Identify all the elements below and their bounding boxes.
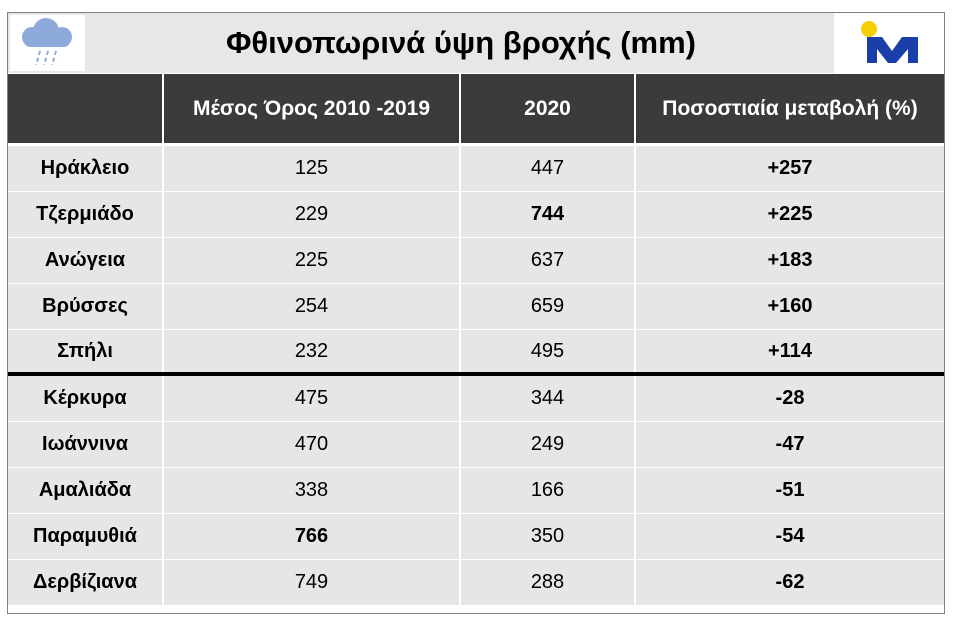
table-row: Αμαλιάδα 338 166 -51	[8, 467, 944, 514]
table-row: Ιωάννινα 470 249 -47	[8, 421, 944, 468]
station-name: Δερβίζιανα	[8, 559, 164, 606]
table-cell: +225	[634, 191, 944, 238]
rain-cloud	[22, 18, 72, 66]
table-row: Ηράκλειο 125 447 +257	[8, 143, 944, 192]
table-cell: 254	[162, 283, 461, 330]
frame: Φθινοπωρινά ύψη βροχής (mm) Μέσος Όρος 2…	[7, 12, 945, 614]
column-header: Ποσοστιαία μεταβολή (%)	[634, 74, 944, 145]
table-cell: +183	[634, 237, 944, 284]
table-cell: 475	[162, 373, 461, 422]
table-cell: 659	[459, 283, 636, 330]
table-cell: -62	[634, 559, 944, 606]
station-name: Ανώγεια	[8, 237, 164, 284]
title-bar: Φθινοπωρινά ύψη βροχής (mm)	[8, 13, 944, 73]
table-cell: 749	[162, 559, 461, 606]
station-name: Βρύσσες	[8, 283, 164, 330]
logo	[834, 13, 944, 73]
table-cell: 225	[162, 237, 461, 284]
table-cell: 744	[459, 191, 636, 238]
station-name: Ιωάννινα	[8, 421, 164, 468]
table-cell: -28	[634, 373, 944, 422]
table-cell: -47	[634, 421, 944, 468]
corner-cell	[8, 74, 163, 145]
table-cell: 447	[459, 143, 636, 192]
table-row: Ανώγεια 225 637 +183	[8, 237, 944, 284]
table-cell: 637	[459, 237, 636, 284]
table-cell: +257	[634, 143, 944, 192]
table-row: Δερβίζιανα 749 288 -62	[8, 559, 944, 606]
station-name: Σπήλι	[8, 329, 164, 376]
column-header: 2020	[459, 74, 635, 145]
table-cell: 232	[162, 329, 461, 376]
table-cell: 288	[459, 559, 636, 606]
table-cell: 344	[459, 373, 636, 422]
logo-mark	[861, 21, 918, 63]
station-name: Κέρκυρα	[8, 373, 164, 422]
column-header: Μέσος Όρος 2010 -2019	[162, 74, 460, 145]
table-cell: +114	[634, 329, 944, 376]
table-cell: +160	[634, 283, 944, 330]
station-name: Ηράκλειο	[8, 143, 164, 192]
table-cell: 338	[162, 467, 461, 514]
table-cell: -51	[634, 467, 944, 514]
table-row: Βρύσσες 254 659 +160	[8, 283, 944, 330]
table-row: Τζερμιάδο 229 744 +225	[8, 191, 944, 238]
station-name: Τζερμιάδο	[8, 191, 164, 238]
table-row: Κέρκυρα 475 344 -28	[8, 373, 944, 422]
rain-table: Μέσος Όρος 2010 -2019 2020 Ποσοστιαία μετα…	[8, 74, 944, 606]
table-cell: 249	[459, 421, 636, 468]
header-row: Μέσος Όρος 2010 -2019 2020 Ποσοστιαία μετα…	[8, 74, 944, 145]
table-cell: 495	[459, 329, 636, 376]
table-cell: 166	[459, 467, 636, 514]
table-cell: 229	[162, 191, 461, 238]
station-name: Αμαλιάδα	[8, 467, 164, 514]
title: Φθινοπωρινά ύψη βροχής (mm)	[225, 25, 697, 60]
table-cell: -54	[634, 513, 944, 560]
table-cell: 766	[162, 513, 461, 560]
table-row: Παραμυθιά 766 350 -54	[8, 513, 944, 560]
station-name: Παραμυθιά	[8, 513, 164, 560]
rain-icon	[10, 15, 85, 71]
table-cell: 350	[459, 513, 636, 560]
table-row: Σπήλι 232 495 +114	[8, 329, 944, 376]
table-cell: 470	[162, 421, 461, 468]
table-cell: 125	[162, 143, 461, 192]
